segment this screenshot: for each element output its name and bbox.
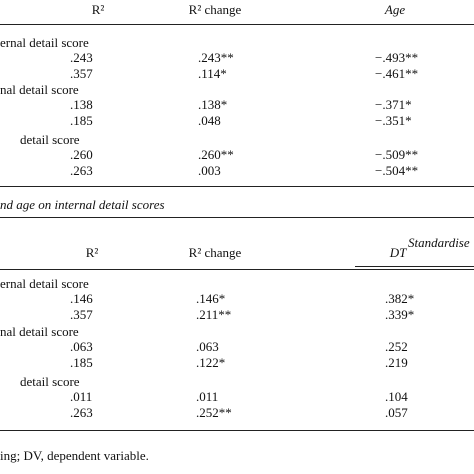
cell: .011 <box>196 389 219 404</box>
cell: .114* <box>198 66 227 81</box>
cell: .063 <box>70 339 93 354</box>
group-label: detail score <box>20 374 80 389</box>
caption: nd age on internal detail scores <box>0 197 165 212</box>
cell: .138 <box>70 97 93 112</box>
cell: .252 <box>385 339 408 354</box>
cell: .382* <box>385 291 415 306</box>
cell: .263 <box>70 163 93 178</box>
rule <box>355 266 474 267</box>
cell: .211** <box>196 307 232 322</box>
cell: .146 <box>70 291 93 306</box>
column-header: Age <box>384 2 406 17</box>
group-label: nal detail score <box>0 324 79 339</box>
rule <box>0 217 474 218</box>
cell: .011 <box>70 389 93 404</box>
cell: .122* <box>196 355 226 370</box>
rule <box>0 186 474 187</box>
cell: .138* <box>198 97 228 112</box>
cell: −.371* <box>375 97 412 112</box>
cell: .260 <box>70 147 93 162</box>
cell: .063 <box>196 339 219 354</box>
cell: .243 <box>70 50 93 65</box>
cell: .185 <box>70 113 93 128</box>
footnote: ing; DV, dependent variable. <box>0 448 149 463</box>
cell: .263 <box>70 405 93 420</box>
column-header: R² <box>85 245 99 260</box>
cell: .057 <box>385 405 408 420</box>
rule <box>0 430 474 431</box>
cell: .357 <box>70 307 93 322</box>
cell: .339* <box>385 307 415 322</box>
cell: .146* <box>196 291 226 306</box>
rule <box>0 269 474 270</box>
cell: .357 <box>70 66 93 81</box>
cell: .048 <box>198 113 221 128</box>
rule <box>0 24 474 25</box>
cell: −.351* <box>375 113 412 128</box>
cell: .185 <box>70 355 93 370</box>
cell: −.493** <box>375 50 419 65</box>
group-label: ernal detail score <box>0 35 89 50</box>
group-label: ernal detail score <box>0 276 89 291</box>
column-header: DT <box>389 245 407 260</box>
cell: −.504** <box>375 163 419 178</box>
cell: .243** <box>198 50 234 65</box>
cell: .104 <box>385 389 408 404</box>
cell: −.461** <box>375 66 419 81</box>
column-header: R² <box>91 2 105 17</box>
cell: .260** <box>198 147 234 162</box>
cell: −.509** <box>375 147 419 162</box>
column-header: R² change <box>188 2 242 17</box>
cell: .003 <box>198 163 221 178</box>
spanner: Standardise <box>408 235 470 250</box>
group-label: nal detail score <box>0 82 79 97</box>
column-header: R² change <box>188 245 242 260</box>
cell: .219 <box>385 355 408 370</box>
group-label: detail score <box>20 132 80 147</box>
cell: .252** <box>196 405 232 420</box>
